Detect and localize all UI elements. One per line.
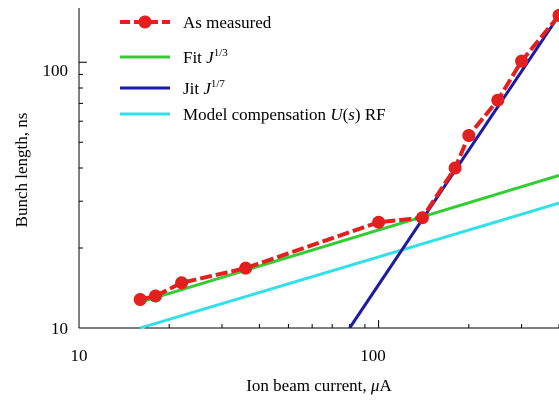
legend-item-fit: Fit J1/3 <box>120 47 228 67</box>
series-line-3 <box>139 201 559 330</box>
legend-label-model: Model compensation U(s) RF <box>183 105 386 124</box>
data-point-measured-8 <box>491 93 505 107</box>
tick-marks <box>78 61 559 329</box>
y-axis-label: Bunch length, ns <box>12 113 31 228</box>
legend: As measured Fit J1/3 Jit J1/7 Model comp… <box>120 13 386 124</box>
data-point-measured-2 <box>175 276 189 290</box>
data-point-measured-5 <box>415 211 429 225</box>
series-line-1 <box>139 173 559 304</box>
legend-label-as-measured: As measured <box>183 13 272 32</box>
x-tick-label-100: 100 <box>360 346 386 365</box>
data-point-measured-4 <box>372 215 386 229</box>
legend-label-fit: Fit J1/3 <box>183 47 228 67</box>
x-axis-label: Ion beam current, μA <box>246 376 392 395</box>
data-point-measured-7 <box>462 129 476 142</box>
x-tick-label-10: 10 <box>71 346 88 365</box>
y-tick-label-10: 10 <box>51 319 68 338</box>
data-point-measured-0 <box>133 293 147 306</box>
legend-label-jit: Jit J1/7 <box>183 78 225 98</box>
data-point-measured-6 <box>448 161 462 175</box>
data-point-measured-1 <box>149 289 162 303</box>
legend-item-as-measured: As measured <box>120 13 272 32</box>
data-point-measured-10 <box>552 8 559 22</box>
legend-item-model: Model compensation U(s) RF <box>120 105 386 124</box>
data-point-measured-3 <box>239 261 253 275</box>
series-layer <box>133 8 559 330</box>
y-tick-label-100: 100 <box>43 61 69 80</box>
legend-marker-as-measured <box>138 15 152 29</box>
data-point-measured-9 <box>515 54 529 68</box>
legend-item-jit: Jit J1/7 <box>120 78 225 98</box>
